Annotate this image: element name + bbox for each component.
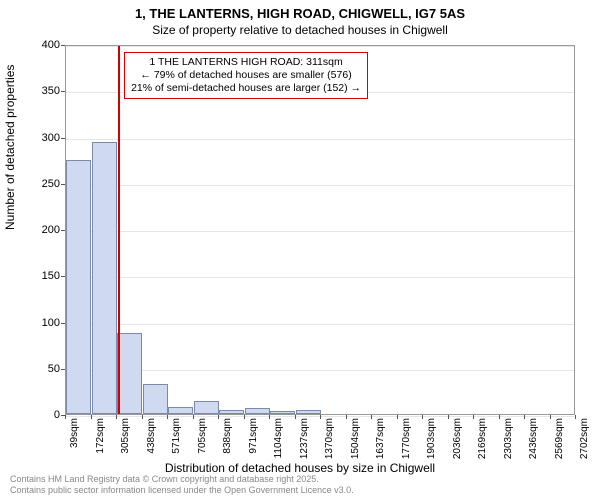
xtick-label: 2436sqm xyxy=(528,418,539,459)
credits-line: Contains HM Land Registry data © Crown c… xyxy=(10,474,354,485)
histogram-bar xyxy=(194,401,219,414)
xtick-mark xyxy=(218,415,219,419)
xtick-mark xyxy=(320,415,321,419)
ytick-label: 50 xyxy=(30,363,60,375)
chart-subtitle: Size of property relative to detached ho… xyxy=(0,21,600,37)
annotation-line: 1 THE LANTERNS HIGH ROAD: 311sqm xyxy=(131,56,361,69)
xtick-mark xyxy=(473,415,474,419)
histogram-bar xyxy=(270,411,295,414)
xtick-label: 305sqm xyxy=(120,418,131,454)
gridline xyxy=(66,46,574,47)
xtick-mark xyxy=(244,415,245,419)
xtick-label: 39sqm xyxy=(69,418,80,448)
histogram-bar xyxy=(296,410,321,414)
ytick-mark xyxy=(61,323,65,324)
annotation-line: ← 79% of detached houses are smaller (57… xyxy=(131,69,361,82)
gridline xyxy=(66,324,574,325)
xtick-mark xyxy=(550,415,551,419)
histogram-bar xyxy=(117,333,142,414)
xtick-mark xyxy=(65,415,66,419)
ytick-mark xyxy=(61,45,65,46)
gridline xyxy=(66,370,574,371)
xtick-mark xyxy=(524,415,525,419)
xtick-mark xyxy=(397,415,398,419)
ytick-mark xyxy=(61,230,65,231)
xtick-mark xyxy=(346,415,347,419)
ytick-mark xyxy=(61,138,65,139)
marker-line xyxy=(118,46,120,414)
xtick-label: 1370sqm xyxy=(324,418,335,459)
gridline xyxy=(66,185,574,186)
ytick-mark xyxy=(61,184,65,185)
histogram-bar xyxy=(92,142,117,414)
xtick-label: 705sqm xyxy=(197,418,208,454)
xtick-label: 1504sqm xyxy=(350,418,361,459)
xtick-mark xyxy=(116,415,117,419)
ytick-label: 200 xyxy=(30,224,60,236)
xtick-label: 2169sqm xyxy=(477,418,488,459)
xtick-label: 971sqm xyxy=(248,418,259,454)
xtick-label: 571sqm xyxy=(171,418,182,454)
ytick-label: 0 xyxy=(30,409,60,421)
xtick-mark xyxy=(499,415,500,419)
ytick-mark xyxy=(61,276,65,277)
xtick-mark xyxy=(193,415,194,419)
xtick-mark xyxy=(295,415,296,419)
histogram-bar xyxy=(143,384,168,414)
xtick-mark xyxy=(371,415,372,419)
ytick-label: 400 xyxy=(30,39,60,51)
xtick-label: 2036sqm xyxy=(452,418,463,459)
ytick-label: 350 xyxy=(30,85,60,97)
ytick-mark xyxy=(61,369,65,370)
xtick-label: 2702sqm xyxy=(579,418,590,459)
ytick-label: 250 xyxy=(30,178,60,190)
histogram-bar xyxy=(66,160,91,414)
gridline xyxy=(66,139,574,140)
histogram-bar xyxy=(219,410,244,414)
xtick-mark xyxy=(448,415,449,419)
plot-area: 1 THE LANTERNS HIGH ROAD: 311sqm← 79% of… xyxy=(65,45,575,415)
histogram-bar xyxy=(245,408,270,414)
ytick-label: 150 xyxy=(30,270,60,282)
xtick-label: 438sqm xyxy=(146,418,157,454)
gridline xyxy=(66,231,574,232)
chart-title: 1, THE LANTERNS, HIGH ROAD, CHIGWELL, IG… xyxy=(0,0,600,21)
xtick-mark xyxy=(142,415,143,419)
xtick-mark xyxy=(91,415,92,419)
histogram-bar xyxy=(168,407,193,414)
ytick-mark xyxy=(61,91,65,92)
xtick-label: 838sqm xyxy=(222,418,233,454)
xtick-label: 2569sqm xyxy=(554,418,565,459)
xtick-mark xyxy=(575,415,576,419)
annotation-line: 21% of semi-detached houses are larger (… xyxy=(131,82,361,95)
xtick-mark xyxy=(422,415,423,419)
gridline xyxy=(66,277,574,278)
x-axis-label: Distribution of detached houses by size … xyxy=(0,461,600,475)
xtick-label: 172sqm xyxy=(95,418,106,454)
xtick-label: 2303sqm xyxy=(503,418,514,459)
xtick-mark xyxy=(269,415,270,419)
xtick-mark xyxy=(167,415,168,419)
xtick-label: 1770sqm xyxy=(401,418,412,459)
xtick-label: 1903sqm xyxy=(426,418,437,459)
ytick-label: 100 xyxy=(30,317,60,329)
credits: Contains HM Land Registry data © Crown c… xyxy=(10,474,354,496)
credits-line: Contains public sector information licen… xyxy=(10,485,354,496)
annotation-box: 1 THE LANTERNS HIGH ROAD: 311sqm← 79% of… xyxy=(124,52,368,99)
y-axis-label: Number of detached properties xyxy=(3,65,17,230)
xtick-label: 1237sqm xyxy=(299,418,310,459)
xtick-label: 1104sqm xyxy=(273,418,284,458)
ytick-label: 300 xyxy=(30,132,60,144)
xtick-label: 1637sqm xyxy=(375,418,386,459)
